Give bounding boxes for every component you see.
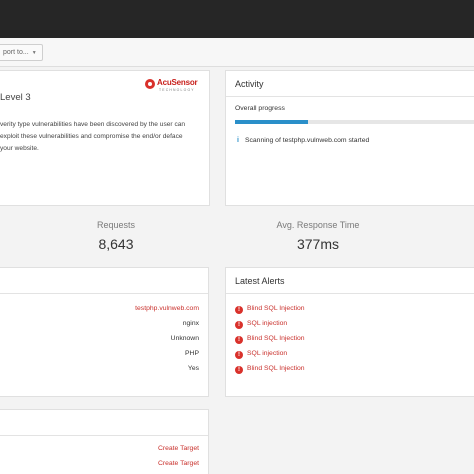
acusensor-logo: AcuSensor TECHNOLOGY <box>145 78 201 94</box>
acusensor-logo-mark <box>145 79 155 89</box>
latest-alerts-panel: Latest Alerts ! Blind SQL Injection ! SQL … <box>225 267 474 397</box>
alert-item-label: Blind SQL Injection <box>247 305 305 312</box>
alert-item-label: Blind SQL Injection <box>247 365 305 372</box>
divider <box>0 435 208 436</box>
avg-response-time-label: Avg. Response Time <box>276 220 360 230</box>
create-target-link[interactable]: Create Target <box>157 460 199 467</box>
activity-panel: Activity Overall progress i Scanning of t… <box>225 70 474 206</box>
alert-item[interactable]: ! SQL injection <box>235 320 287 329</box>
threat-level-panel: AcuSensor TECHNOLOGY Level 3 verity type… <box>0 70 210 206</box>
requests-value: 8,643 <box>98 236 134 252</box>
alert-item[interactable]: ! Blind SQL Injection <box>235 305 305 314</box>
target-os-value: Unknown <box>170 335 199 342</box>
top-navbar <box>0 0 474 38</box>
severity-high-icon: ! <box>235 321 243 329</box>
alert-item[interactable]: ! SQL injection <box>235 350 287 359</box>
export-button-label: port to... <box>3 49 29 56</box>
threat-level-description: verity type vulnerabilities have been di… <box>0 121 186 152</box>
divider <box>226 293 474 294</box>
target-address-link[interactable]: testphp.vulnweb.com <box>135 305 199 312</box>
severity-high-icon: ! <box>235 306 243 314</box>
export-button[interactable]: port to... ▼ <box>0 44 43 61</box>
threat-level-title: Level 3 <box>0 92 31 103</box>
target-server-value: nginx <box>182 320 199 327</box>
overall-progress-fill <box>235 120 309 124</box>
scans-panel: Create Target Create Target <box>0 409 209 474</box>
avg-response-time-value: 377ms <box>296 236 340 252</box>
overall-progress-label: Overall progress <box>235 105 285 112</box>
acusensor-logo-word: AcuSensor <box>157 78 198 87</box>
alert-item-label: Blind SQL Injection <box>247 335 305 342</box>
severity-high-icon: ! <box>235 336 243 344</box>
alert-item[interactable]: ! Blind SQL Injection <box>235 335 305 344</box>
activity-item-text: Scanning of testphp.vulnweb.com started <box>244 137 370 144</box>
target-info-panel: testphp.vulnweb.com nginx Unknown PHP Ye… <box>0 267 209 397</box>
requests-label: Requests <box>96 220 136 230</box>
alert-item-label: SQL injection <box>247 320 288 327</box>
activity-title: Activity <box>235 79 264 89</box>
toolbar: port to... ▼ <box>0 38 474 67</box>
severity-high-icon: ! <box>235 366 243 374</box>
divider <box>0 293 208 294</box>
alert-item[interactable]: ! Blind SQL Injection <box>235 365 305 374</box>
latest-alerts-title: Latest Alerts <box>235 276 285 286</box>
target-responsive-value: Yes <box>187 365 199 372</box>
target-technology-value: PHP <box>185 350 199 357</box>
chevron-down-icon: ▼ <box>31 50 37 56</box>
alert-item-label: SQL injection <box>247 350 288 357</box>
divider <box>226 96 474 97</box>
info-icon: i <box>237 137 239 144</box>
severity-high-icon: ! <box>235 351 243 359</box>
overall-progress-bar <box>235 120 474 124</box>
activity-item: i Scanning of testphp.vulnweb.com started <box>237 137 369 144</box>
create-target-link[interactable]: Create Target <box>157 445 199 452</box>
acusensor-logo-tagline: TECHNOLOGY <box>159 88 195 92</box>
